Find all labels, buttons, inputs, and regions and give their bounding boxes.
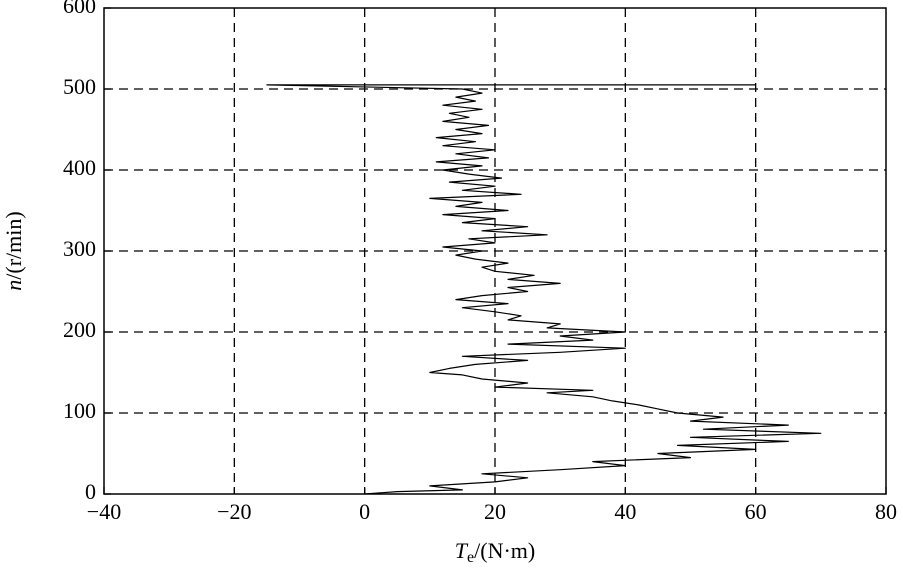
y-tick-label: 200 [63, 317, 96, 342]
x-axis-label: Te/(N·m) [455, 538, 535, 566]
x-tick-label: −40 [87, 499, 121, 524]
x-tick-label: 20 [484, 499, 506, 524]
y-axis-label: n/(r/min) [1, 211, 26, 290]
x-label-subscript: e [467, 549, 474, 566]
x-tick-label: −20 [217, 499, 251, 524]
y-label-symbol: n [1, 280, 26, 291]
y-tick-label: 500 [63, 74, 96, 99]
x-tick-label: 80 [875, 499, 897, 524]
y-tick-label: 600 [63, 0, 96, 18]
x-label-symbol: T [455, 538, 469, 563]
y-label-unit: /(r/min) [1, 211, 26, 279]
data-line [266, 84, 822, 495]
x-tick-label: 60 [745, 499, 767, 524]
y-tick-label: 0 [85, 479, 96, 504]
y-tick-label: 100 [63, 398, 96, 423]
x-tick-label: 0 [359, 499, 370, 524]
y-tick-label: 400 [63, 155, 96, 180]
y-tick-label: 300 [63, 236, 96, 261]
x-tick-label: 40 [614, 499, 636, 524]
x-label-unit: /(N·m) [474, 538, 535, 563]
plot-frame [103, 7, 887, 495]
